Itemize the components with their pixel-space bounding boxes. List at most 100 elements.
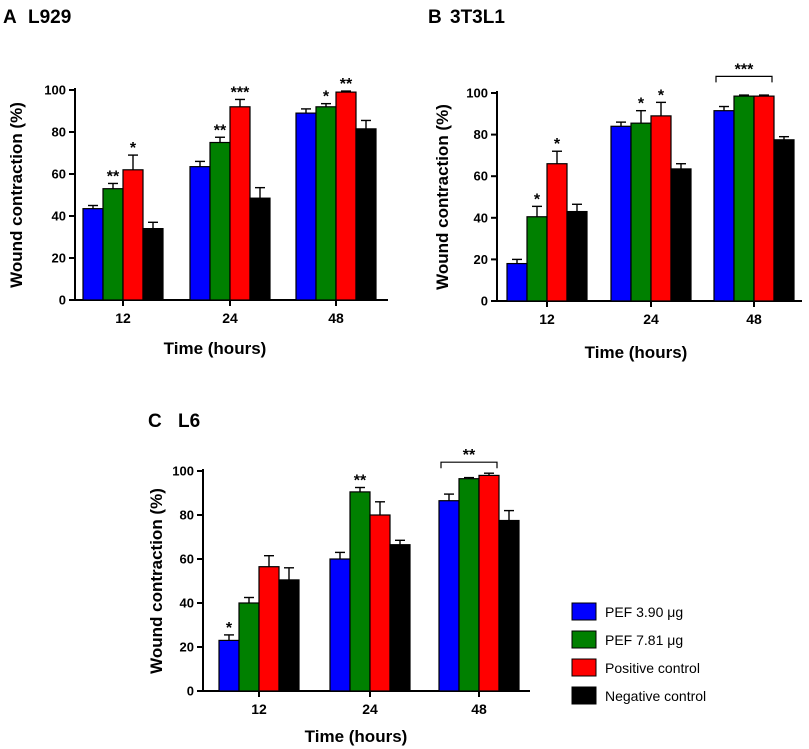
bar — [229, 106, 251, 301]
legend-label: PEF 7.81 μg — [605, 632, 683, 648]
legend-swatch — [571, 658, 597, 677]
y-tick-label: 60 — [52, 167, 66, 182]
y-tick-label: 60 — [474, 169, 488, 184]
legend-swatch — [571, 602, 597, 621]
significance-bracket — [715, 75, 773, 83]
x-tick-label: 12 — [539, 311, 555, 327]
bar — [733, 95, 755, 302]
bar — [258, 566, 280, 692]
bar — [670, 168, 692, 302]
bar — [650, 115, 672, 302]
panel-title: L6 — [178, 411, 200, 432]
y-tick-label: 40 — [180, 596, 194, 611]
panel-title: L929 — [28, 7, 71, 28]
x-tick-label: 48 — [328, 310, 344, 326]
x-tick-label: 24 — [643, 311, 659, 327]
bar — [389, 544, 411, 692]
bar — [369, 514, 391, 692]
significance-marker: * — [554, 136, 561, 153]
bar — [122, 169, 144, 301]
bar — [526, 216, 548, 302]
bar — [498, 519, 520, 692]
y-axis-title: Wound contraction (%) — [433, 104, 452, 290]
y-tick-label: 20 — [474, 252, 488, 267]
legend: PEF 3.90 μg PEF 7.81 μg Positive control Ne… — [571, 602, 706, 705]
legend-swatch — [571, 630, 597, 649]
y-tick-label: 80 — [474, 127, 488, 142]
significance-marker: * — [130, 140, 137, 157]
bar — [209, 141, 231, 301]
significance-marker: *** — [231, 84, 250, 101]
bar — [142, 228, 164, 301]
legend-label: Positive control — [605, 660, 700, 676]
panel-letter: B — [428, 7, 442, 28]
significance-marker: * — [658, 87, 665, 104]
bar — [773, 139, 795, 302]
panel-letter: C — [148, 411, 162, 432]
y-tick-label: 60 — [180, 552, 194, 567]
significance-marker: ** — [354, 473, 367, 490]
bar — [218, 639, 240, 692]
significance-marker: * — [323, 89, 330, 106]
y-tick-label: 0 — [187, 684, 194, 699]
bar — [546, 163, 568, 302]
panel-letter: A — [3, 7, 17, 28]
legend-label: PEF 3.90 μg — [605, 604, 683, 620]
significance-marker: * — [638, 96, 645, 113]
bar — [610, 125, 632, 302]
y-tick-label: 40 — [52, 209, 66, 224]
bar — [102, 188, 124, 301]
bar — [295, 112, 317, 301]
bar — [329, 558, 351, 692]
x-tick-label: 24 — [222, 310, 238, 326]
significance-marker: ** — [463, 447, 476, 464]
significance-marker: * — [226, 620, 233, 637]
bar — [458, 478, 480, 692]
bar — [278, 579, 300, 692]
significance-marker: *** — [735, 61, 754, 78]
y-tick-label: 0 — [59, 293, 66, 308]
bar — [189, 166, 211, 301]
y-tick-label: 20 — [180, 640, 194, 655]
y-axis-title: Wound contraction (%) — [7, 102, 26, 288]
y-tick-label: 20 — [52, 251, 66, 266]
x-tick-label: 48 — [471, 701, 487, 717]
bar — [753, 95, 775, 302]
legend-swatch — [571, 686, 597, 705]
bar — [713, 110, 735, 302]
bar — [630, 122, 652, 302]
significance-marker: * — [534, 191, 541, 208]
bar — [566, 210, 588, 302]
bar — [478, 474, 500, 692]
x-tick-label: 24 — [362, 701, 378, 717]
bar — [355, 128, 377, 301]
y-tick-label: 0 — [481, 294, 488, 309]
bar — [438, 500, 460, 692]
significance-bracket — [440, 461, 498, 469]
x-tick-label: 48 — [746, 311, 762, 327]
significance-marker: ** — [107, 168, 120, 185]
significance-marker: ** — [340, 76, 353, 93]
y-tick-label: 100 — [44, 83, 66, 98]
bar — [249, 197, 271, 301]
panel-title: 3T3L1 — [450, 7, 505, 28]
y-tick-label: 80 — [52, 125, 66, 140]
x-axis-title: Time (hours) — [164, 339, 267, 358]
x-tick-label: 12 — [251, 701, 267, 717]
legend-label: Negative control — [605, 688, 706, 704]
x-axis-title: Time (hours) — [585, 343, 688, 362]
bar — [335, 91, 357, 301]
significance-marker: ** — [214, 122, 227, 139]
y-tick-label: 100 — [466, 86, 488, 101]
y-tick-label: 40 — [474, 210, 488, 225]
x-tick-label: 12 — [115, 310, 131, 326]
y-axis-title: Wound contraction (%) — [147, 488, 166, 674]
x-axis-title: Time (hours) — [305, 727, 408, 746]
bar — [82, 208, 104, 301]
bar — [506, 262, 528, 302]
bar — [238, 602, 260, 692]
